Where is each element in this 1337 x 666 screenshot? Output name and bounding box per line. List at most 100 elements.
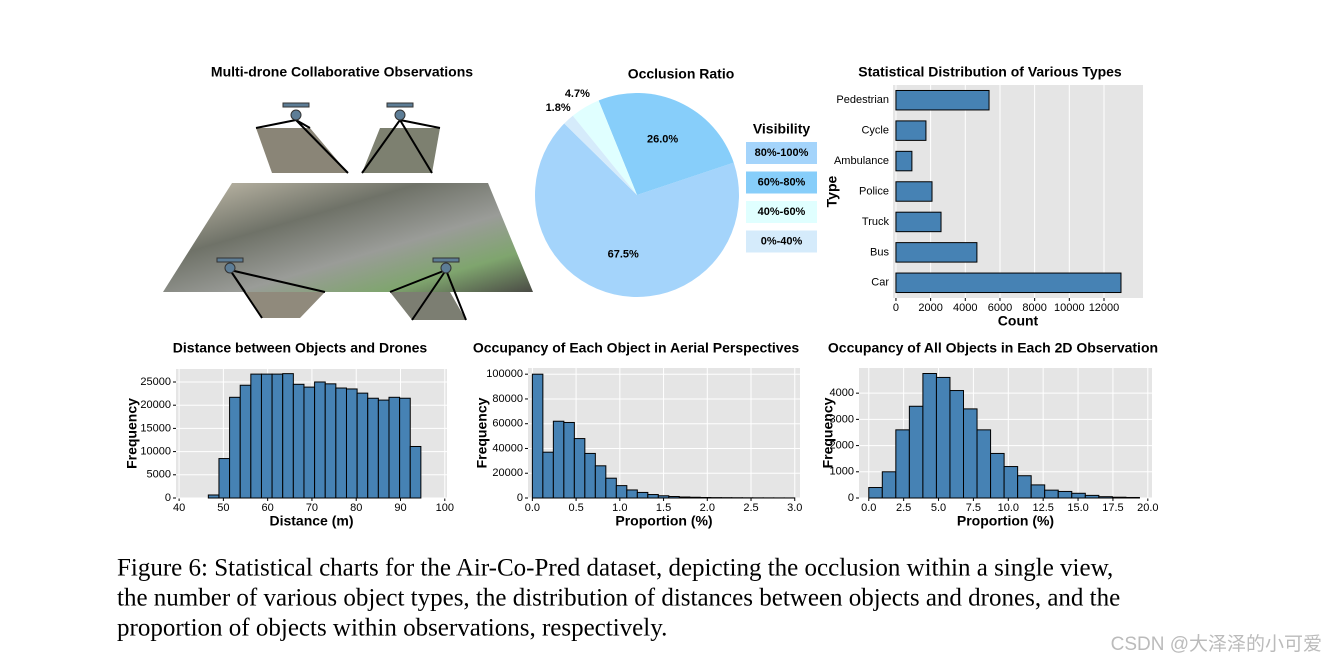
histogram-bar [922, 373, 937, 499]
y-tick-label: 60000 [492, 418, 523, 430]
bar [895, 181, 933, 202]
histogram-bar [552, 420, 565, 499]
histogram-bar [636, 491, 649, 499]
y-tick-label: 0 [848, 492, 854, 504]
y-tick-label: Truck [862, 216, 890, 228]
histogram-bar [250, 373, 262, 499]
bar [895, 272, 1122, 294]
chart-title: Statistical Distribution of Various Type… [858, 64, 1122, 80]
histogram-bar [229, 396, 241, 499]
x-tick-label: 80 [350, 502, 362, 514]
x-axis-label: Count [998, 313, 1039, 329]
slice-label: 26.0% [647, 133, 678, 145]
x-tick-label: 2.5 [896, 502, 911, 514]
histogram-bar [935, 376, 951, 499]
histogram-bar [324, 383, 337, 499]
y-tick-label: 10000 [140, 446, 171, 458]
histogram-bar [377, 399, 390, 499]
y-tick-label: 0 [165, 492, 171, 504]
histogram-bar [282, 373, 294, 499]
legend-label: 80%-100% [755, 147, 809, 159]
histogram-bar [1057, 490, 1073, 499]
histogram-bar [218, 458, 231, 499]
histogram-bar [239, 384, 252, 499]
histogram-bar [594, 465, 607, 499]
histogram-bar [356, 392, 369, 499]
legend-label: 0%-40% [761, 235, 803, 247]
histogram-bar [314, 381, 326, 499]
histogram-bar [1044, 489, 1059, 499]
caption: Figure 6: Statistical charts for the Air… [117, 555, 1120, 642]
histogram-bar [584, 452, 596, 499]
x-tick-label: 100 [436, 502, 454, 514]
y-axis-label: Frequency [474, 397, 490, 468]
histogram-bar [1084, 494, 1100, 499]
y-tick-label: Ambulance [834, 155, 889, 167]
histogram-bar [963, 408, 978, 499]
slice-label: 4.7% [565, 88, 590, 100]
caption-line: the number of various object types, the … [117, 585, 1120, 612]
histogram-bar [990, 452, 1005, 499]
legend-swatch [746, 230, 817, 253]
y-tick-label: 25000 [140, 376, 171, 388]
caption-line: proportion of objects within observation… [117, 615, 667, 642]
slice-label: 1.8% [546, 102, 571, 114]
x-tick-label: 10.0 [998, 502, 1019, 514]
x-tick-label: 50 [217, 502, 229, 514]
legend-label: 40%-60% [758, 206, 806, 218]
x-tick-label: 12000 [1089, 302, 1120, 314]
x-tick-label: 15.0 [1067, 502, 1088, 514]
histogram-bar [1017, 475, 1032, 499]
legend-title: Visibility [753, 121, 811, 137]
y-tick-label: 3000 [830, 413, 854, 425]
x-axis-label: Proportion (%) [957, 513, 1054, 529]
x-axis-label: Distance (m) [269, 513, 353, 529]
y-tick-label: 40000 [492, 442, 523, 454]
histogram-bar [367, 397, 379, 499]
x-tick-label: 2.5 [743, 502, 758, 514]
histogram-bar [689, 496, 701, 499]
x-tick-label: 70 [306, 502, 318, 514]
y-axis-label: Frequency [124, 398, 140, 469]
y-tick-label: 2000 [830, 439, 854, 451]
legend-swatch [746, 171, 817, 194]
x-tick-label: 90 [394, 502, 406, 514]
y-tick-label: 0 [517, 492, 523, 504]
histogram-bar [292, 383, 305, 499]
bar [895, 89, 990, 111]
chart-title: Occlusion Ratio [628, 66, 735, 82]
y-tick-label: Cycle [861, 125, 889, 137]
histogram-bar [949, 390, 965, 499]
histogram-bar [868, 487, 883, 499]
bar [895, 120, 927, 141]
histogram-bar [668, 496, 680, 499]
histogram-bar [260, 373, 273, 499]
watermark: CSDN @大泽泽的小可爱 [1111, 633, 1322, 655]
histogram-bar [605, 477, 617, 499]
y-tick-label: 1000 [830, 466, 854, 478]
x-tick-label: 1.0 [612, 502, 627, 514]
x-tick-label: 4000 [953, 302, 977, 314]
y-tick-label: 20000 [140, 399, 171, 411]
histogram-bar [1098, 496, 1113, 499]
illustration-title: Multi-drone Collaborative Observations [211, 64, 473, 80]
y-tick-label: 100000 [486, 368, 523, 380]
y-tick-label: 20000 [492, 467, 523, 479]
x-tick-label: 0.5 [568, 502, 583, 514]
y-tick-label: 4000 [830, 387, 854, 399]
histogram-bar [409, 445, 422, 499]
x-tick-label: 0.0 [525, 502, 540, 514]
illustration [163, 102, 533, 321]
histogram-bar [1030, 484, 1046, 499]
y-tick-label: Bus [870, 246, 889, 258]
pie-slice [535, 123, 739, 297]
chart-title: Occupancy of All Objects in Each 2D Obse… [828, 340, 1158, 356]
bar [895, 211, 942, 233]
legend-swatch [746, 201, 817, 223]
x-tick-label: 7.5 [966, 502, 981, 514]
legend-label: 60%-80% [758, 176, 806, 188]
caption-line: Figure 6: Statistical charts for the Air… [117, 555, 1113, 582]
x-tick-label: 12.5 [1032, 502, 1053, 514]
y-tick-label: 15000 [140, 422, 171, 434]
